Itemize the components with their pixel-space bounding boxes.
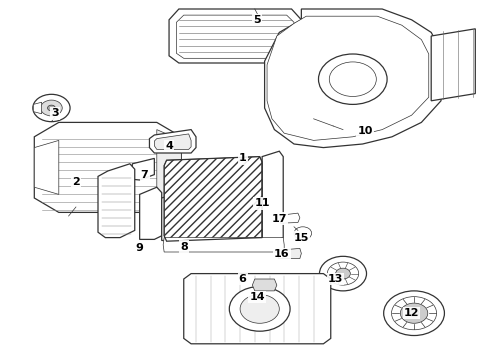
Text: 13: 13 — [328, 274, 343, 284]
Polygon shape — [157, 130, 181, 205]
Polygon shape — [267, 16, 429, 140]
Polygon shape — [162, 193, 184, 240]
Polygon shape — [176, 15, 294, 58]
Polygon shape — [98, 164, 135, 238]
Polygon shape — [252, 279, 277, 291]
Text: 5: 5 — [253, 15, 261, 25]
Polygon shape — [149, 130, 196, 153]
Polygon shape — [431, 29, 475, 101]
Text: 10: 10 — [357, 126, 373, 136]
Polygon shape — [34, 122, 181, 212]
Polygon shape — [34, 140, 59, 194]
Circle shape — [392, 297, 437, 330]
Polygon shape — [278, 248, 301, 258]
Polygon shape — [132, 158, 154, 180]
Text: 8: 8 — [180, 242, 188, 252]
Polygon shape — [265, 9, 441, 148]
Polygon shape — [140, 187, 162, 239]
Text: 9: 9 — [136, 243, 144, 253]
Text: 6: 6 — [239, 274, 246, 284]
Text: 11: 11 — [254, 198, 270, 208]
Polygon shape — [163, 238, 284, 252]
Circle shape — [327, 262, 359, 285]
Text: 17: 17 — [271, 213, 287, 224]
Circle shape — [400, 303, 428, 323]
Polygon shape — [154, 134, 191, 149]
Text: 1: 1 — [239, 153, 246, 163]
Text: 12: 12 — [404, 308, 419, 318]
Polygon shape — [184, 274, 331, 344]
Text: 7: 7 — [141, 170, 148, 180]
Polygon shape — [164, 157, 262, 241]
Polygon shape — [169, 9, 301, 63]
Circle shape — [319, 256, 367, 291]
Text: 14: 14 — [249, 292, 265, 302]
Circle shape — [240, 294, 279, 323]
Circle shape — [41, 100, 62, 116]
Circle shape — [384, 291, 444, 336]
Text: 16: 16 — [274, 249, 290, 259]
Circle shape — [33, 94, 70, 122]
Circle shape — [336, 268, 350, 279]
Text: 15: 15 — [294, 233, 309, 243]
Circle shape — [229, 287, 290, 331]
Text: 2: 2 — [72, 177, 80, 187]
Polygon shape — [262, 151, 283, 241]
Polygon shape — [33, 102, 42, 114]
Circle shape — [409, 310, 419, 317]
Polygon shape — [280, 213, 300, 223]
Circle shape — [48, 105, 55, 111]
Circle shape — [294, 227, 312, 240]
Text: 3: 3 — [51, 108, 59, 118]
Text: 4: 4 — [165, 141, 173, 151]
